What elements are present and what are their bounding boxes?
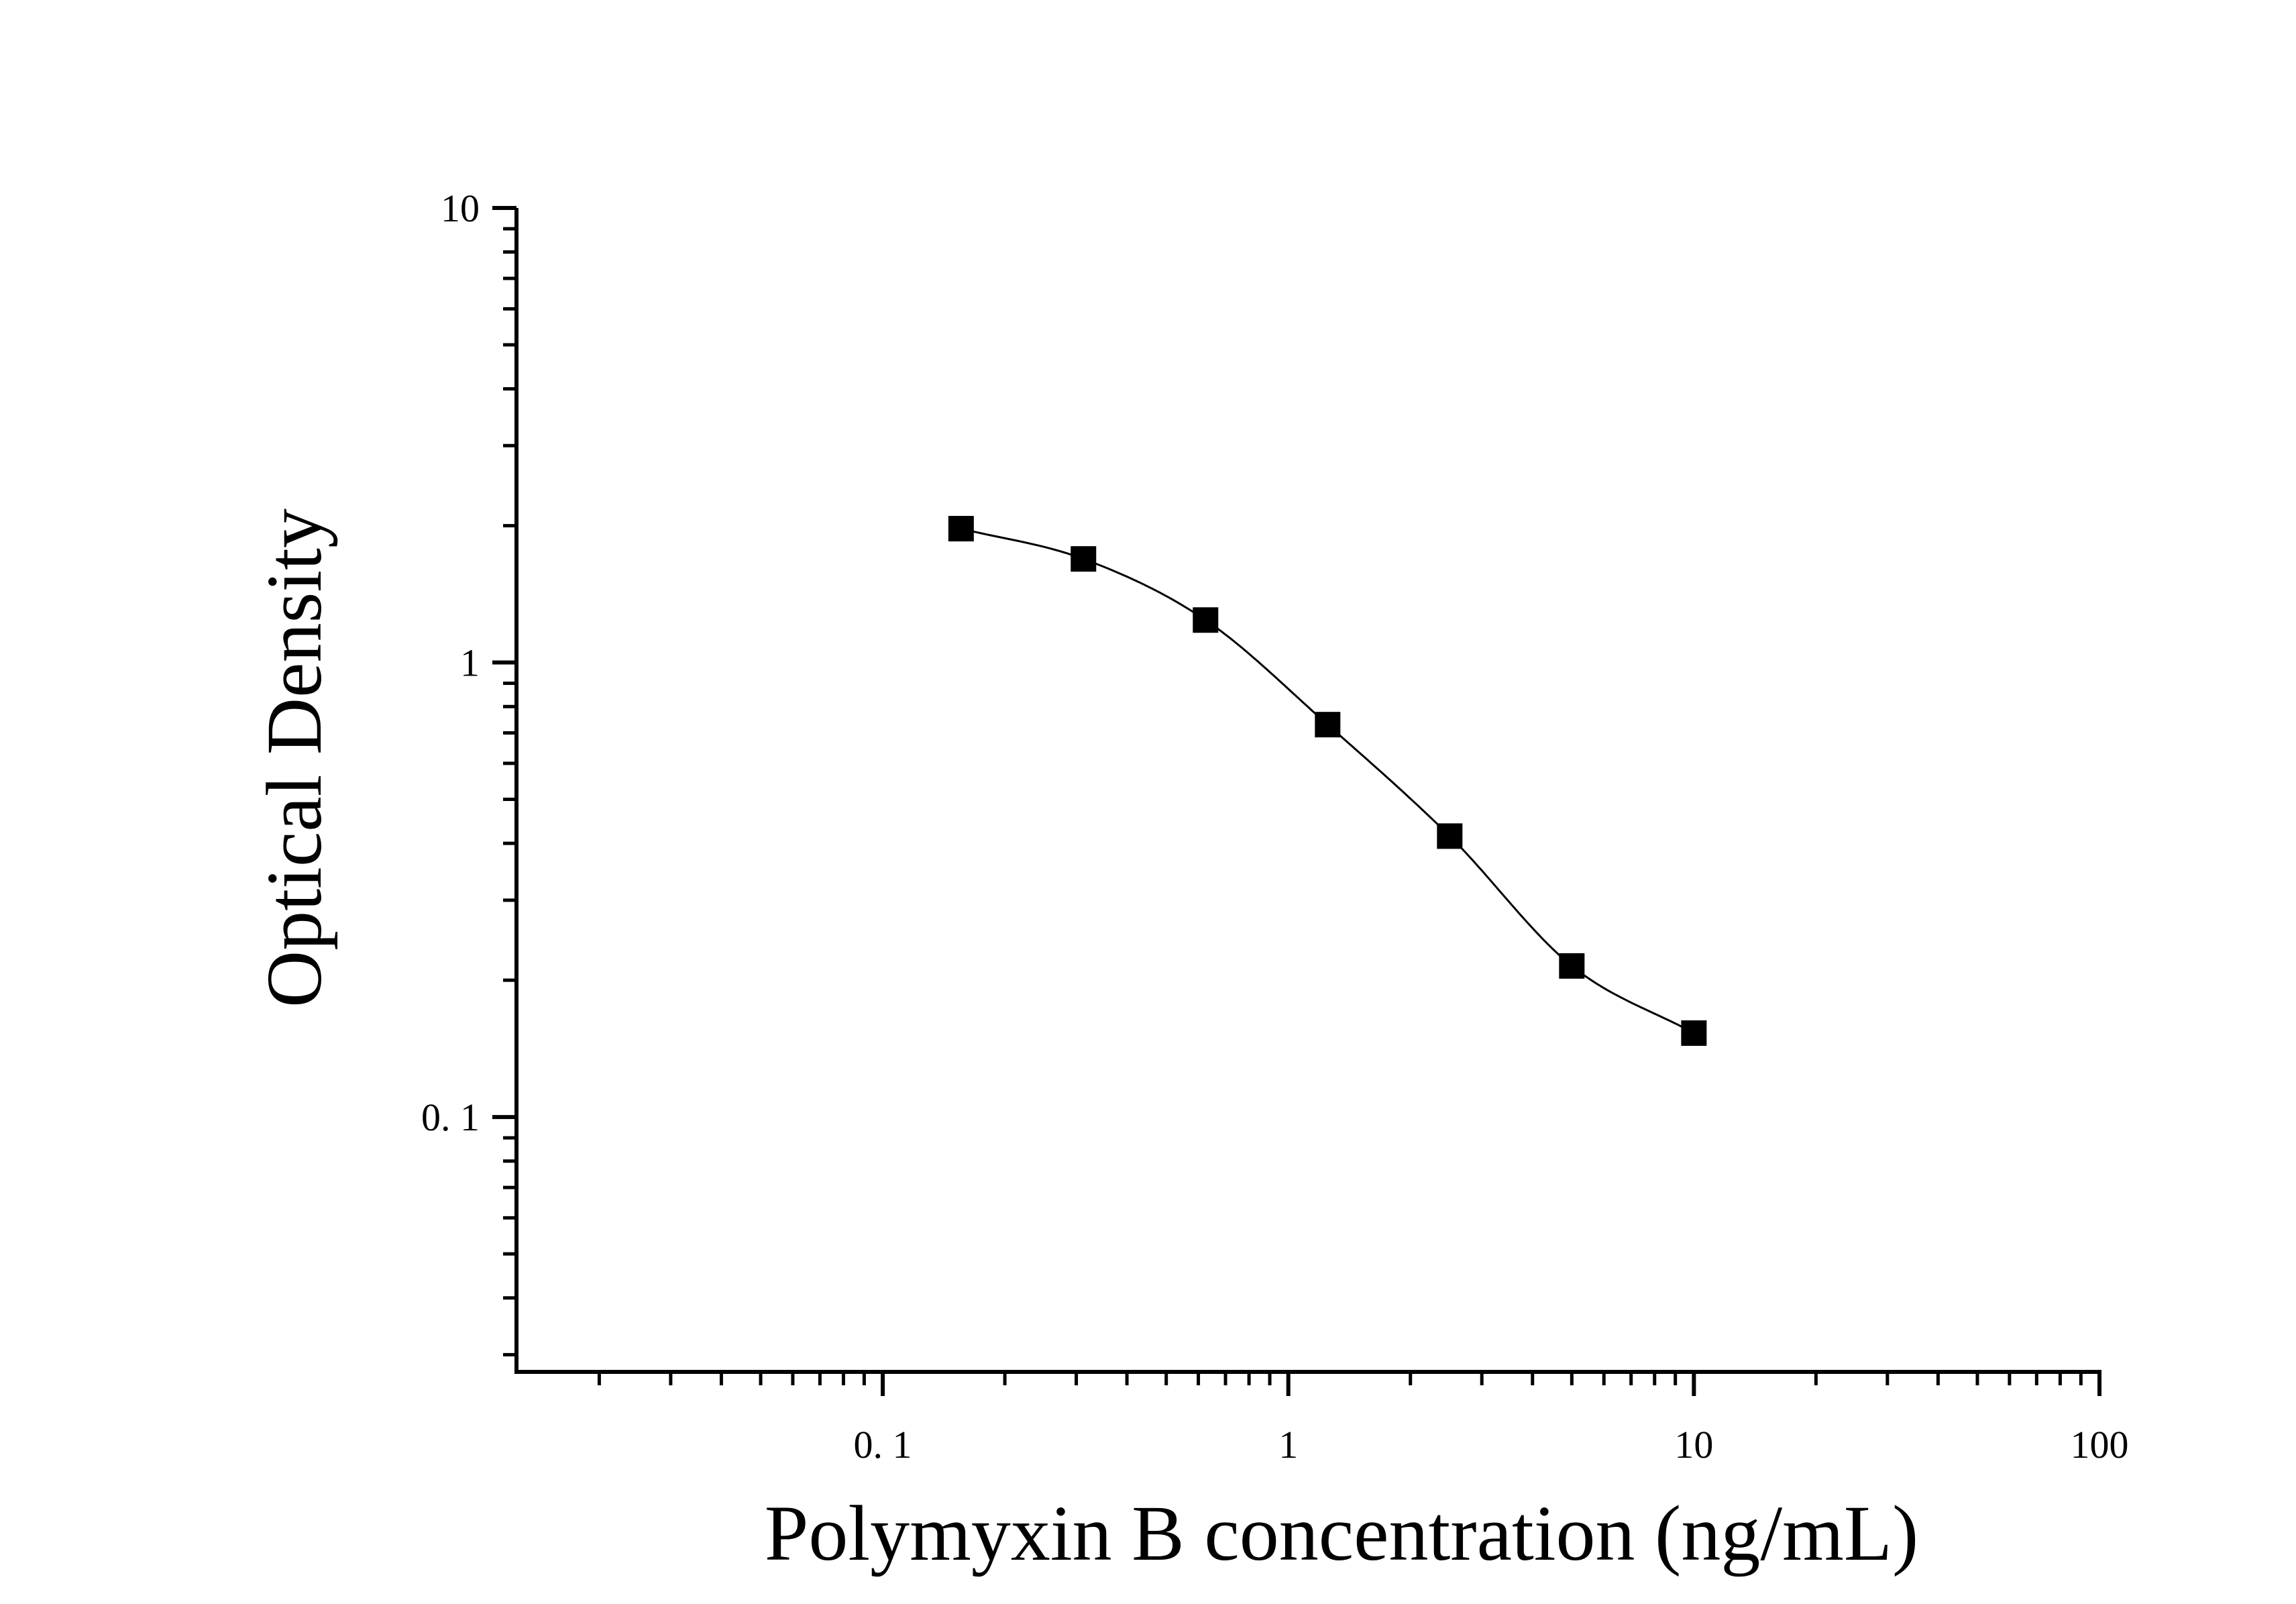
x-tick-label: 100 [2071,1423,2129,1466]
data-point [1437,823,1463,849]
y-axis-title: Optical Density [250,509,338,1008]
data-point [1071,546,1097,572]
x-axis-title: Polymyxin B concentration (ng/mL) [765,1489,1919,1577]
y-tick-label: 0. 1 [421,1095,480,1139]
minor-ticks [503,227,2083,1385]
x-tick-labels: 0. 1 1 10 100 [854,1423,2129,1466]
data-point [1681,1020,1707,1046]
data-point [1193,607,1219,633]
data-point [1315,712,1341,738]
y-tick-label: 1 [460,641,480,685]
x-tick-label: 0. 1 [854,1423,912,1466]
x-tick-label: 10 [1674,1423,1713,1466]
data-point [948,516,974,542]
y-tick-labels: 0. 1 1 10 [421,186,480,1139]
major-ticks [492,206,2101,1396]
x-tick-label: 1 [1278,1423,1298,1466]
data-point [1559,953,1585,979]
data-points [948,516,1707,1046]
y-tick-label: 10 [441,186,480,230]
